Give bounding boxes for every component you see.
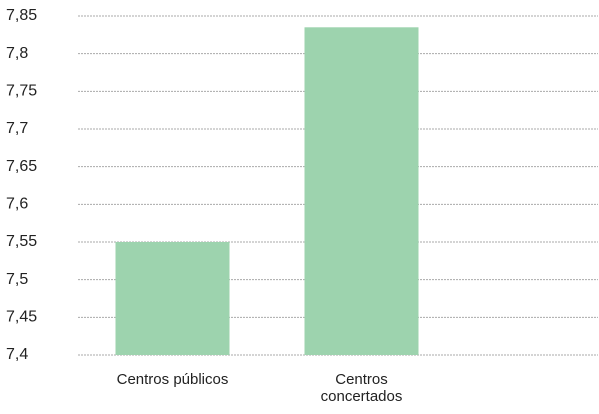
y-tick-label: 7,8 bbox=[6, 45, 28, 62]
y-tick-label: 7,75 bbox=[6, 83, 37, 100]
x-tick-label: Centros concertados bbox=[320, 371, 403, 405]
y-tick-label: 7,7 bbox=[6, 120, 28, 137]
y-tick-label: 7,65 bbox=[6, 158, 37, 175]
y-tick-label: 7,55 bbox=[6, 233, 37, 250]
y-tick-label: 7,6 bbox=[6, 196, 28, 213]
bar bbox=[115, 242, 230, 355]
bar bbox=[304, 27, 419, 356]
y-tick-label: 7,4 bbox=[6, 346, 28, 363]
y-tick-label: 7,85 bbox=[6, 7, 37, 24]
x-tick-label: Centros públicos bbox=[116, 371, 229, 388]
y-tick-label: 7,5 bbox=[6, 271, 28, 288]
y-tick-label: 7,45 bbox=[6, 309, 37, 326]
